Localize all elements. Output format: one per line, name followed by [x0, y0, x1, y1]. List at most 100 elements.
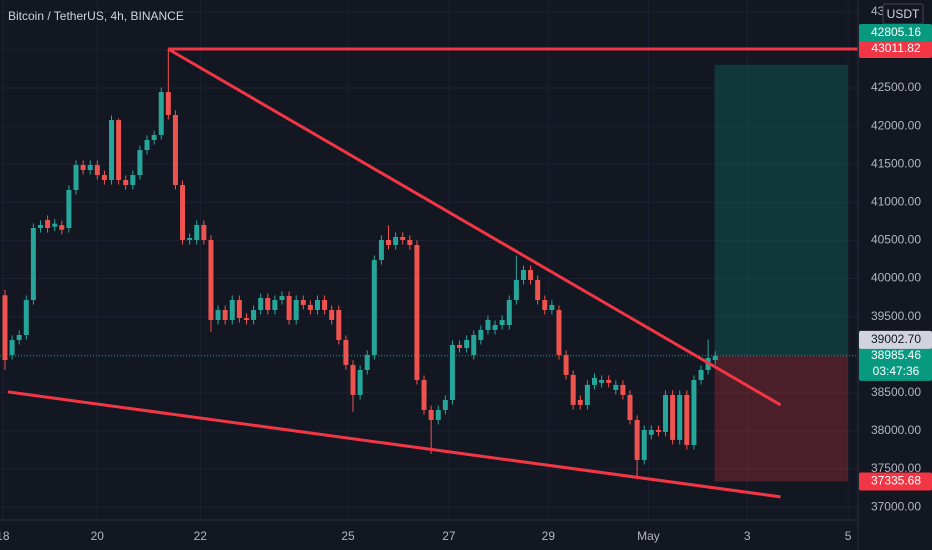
candle-body	[591, 377, 597, 385]
candle-body	[80, 164, 86, 171]
candle-body	[343, 339, 349, 365]
candle-body	[45, 219, 51, 228]
candle-body	[556, 309, 562, 355]
candle-body	[563, 354, 569, 375]
candle-body	[492, 325, 498, 330]
candle-body	[151, 135, 157, 140]
candle-body	[449, 344, 455, 400]
x-tick-label: 20	[91, 529, 105, 543]
candle-body	[222, 309, 228, 320]
price-tag-label: 42805.16	[871, 25, 921, 39]
candle-body	[357, 369, 363, 395]
candle-body	[620, 384, 626, 395]
candle-body	[307, 304, 313, 310]
candle-body	[201, 224, 207, 240]
y-tick-label: 37000.00	[871, 499, 921, 513]
price-tag	[859, 472, 932, 491]
price-tag	[859, 40, 932, 59]
y-tick-label: 42500.00	[871, 80, 921, 94]
candle-body	[279, 295, 285, 301]
candle-body	[322, 300, 328, 310]
y-tick-label: 38500.00	[871, 385, 921, 399]
candle-body	[350, 364, 356, 395]
candle-body	[52, 223, 58, 227]
candle-body	[229, 300, 235, 320]
candle-body	[286, 295, 292, 320]
price-tag-label: 37335.68	[871, 474, 921, 488]
y-tick-label: 41500.00	[871, 156, 921, 170]
candle-body	[584, 384, 590, 405]
x-tick-label: May	[637, 529, 660, 543]
candle-body	[130, 175, 136, 186]
candle-body	[23, 300, 29, 335]
candle-body	[66, 189, 72, 228]
candle-body	[144, 139, 150, 151]
candle-body	[457, 344, 463, 348]
y-tick-label: 37500.00	[871, 461, 921, 475]
candle-body	[87, 164, 93, 171]
candle-body	[513, 279, 519, 301]
candle-body	[236, 300, 242, 318]
trend-line	[167, 47, 782, 407]
candle-body	[535, 279, 541, 301]
candle-body	[506, 300, 512, 325]
candle-body	[428, 409, 434, 420]
candle-body	[243, 317, 249, 320]
candle-body	[542, 300, 548, 310]
candle-body	[194, 224, 200, 240]
candle-body	[16, 334, 22, 340]
candle-body	[386, 239, 392, 245]
candle-body	[478, 329, 484, 340]
x-tick-label: 3	[744, 529, 751, 543]
candle-body	[9, 339, 15, 355]
candle-body	[172, 114, 178, 186]
candle-body	[421, 379, 427, 410]
candle-body	[442, 399, 448, 410]
price-tag	[859, 24, 932, 43]
candle-body	[677, 394, 683, 440]
candle-body	[336, 309, 342, 340]
price-tag	[859, 346, 932, 381]
candle-body	[606, 379, 612, 383]
candle-body	[73, 164, 79, 190]
candle-body	[208, 239, 214, 320]
candle-body	[712, 355, 718, 361]
y-tick-label: 39500.00	[871, 309, 921, 323]
candle-body	[691, 379, 697, 445]
y-tick-label: 42000.00	[871, 118, 921, 132]
candle-body	[400, 236, 406, 240]
candle-body	[293, 300, 299, 320]
price-countdown: 03:47:36	[873, 364, 920, 378]
candle-body	[407, 239, 413, 245]
position-stop-zone	[714, 355, 849, 482]
price-tag-label: 39002.70	[871, 332, 921, 346]
candle-body	[94, 164, 100, 176]
candle-body	[634, 419, 640, 460]
candle-body	[215, 309, 221, 320]
x-tick-label: 27	[442, 529, 456, 543]
candle-body	[414, 244, 420, 380]
candle-body	[627, 394, 633, 420]
candle-body	[180, 185, 186, 240]
y-tick-label: 38000.00	[871, 423, 921, 437]
candle-body	[499, 319, 505, 325]
plot	[0, 0, 858, 520]
candle-body	[101, 175, 107, 180]
candle-body	[528, 269, 534, 280]
candle-body	[364, 354, 370, 370]
x-tick-label: 29	[542, 529, 556, 543]
candle-body	[2, 295, 8, 361]
candle-body	[520, 269, 526, 280]
candle-body	[123, 179, 129, 186]
candle-body	[300, 300, 306, 305]
candle-body	[698, 369, 704, 380]
x-tick-label: 22	[194, 529, 208, 543]
candle-body	[371, 260, 377, 355]
x-tick-label: 25	[341, 529, 355, 543]
candle-body	[670, 394, 676, 440]
candle-body	[265, 298, 271, 310]
currency-label: USDT	[887, 7, 920, 21]
candle-body	[329, 309, 335, 320]
